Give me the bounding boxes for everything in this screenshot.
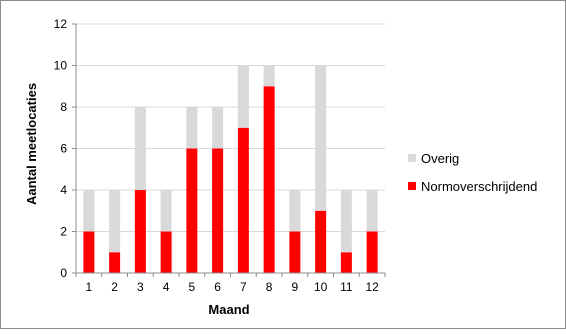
x-tick-label: 3 <box>137 280 144 294</box>
x-tick-label: 12 <box>365 280 379 294</box>
legend-swatch <box>408 182 416 190</box>
bar-segment-overig <box>83 190 95 232</box>
y-tick-label: 12 <box>54 17 68 31</box>
y-axis-title: Aantal meetlocaties <box>24 83 39 205</box>
y-tick-label: 6 <box>60 142 67 156</box>
bar-segment-normoverschrijdend <box>315 210 327 273</box>
y-tick-labels: 0 2 4 6 8 10 12 <box>54 17 68 280</box>
bars <box>83 65 378 273</box>
bar-segment-overig <box>237 65 249 128</box>
bar-segment-overig <box>366 190 378 232</box>
y-tick-label: 4 <box>60 183 67 197</box>
legend-label: Overig <box>421 151 459 166</box>
x-tick-label: 4 <box>163 280 170 294</box>
axes <box>72 23 386 277</box>
legend-label: Normoverschrijdend <box>421 179 537 194</box>
bar-segment-overig <box>263 65 275 87</box>
x-tick-label: 9 <box>292 280 299 294</box>
bar-segment-normoverschrijdend <box>109 252 121 273</box>
bar-segment-normoverschrijdend <box>83 231 95 273</box>
y-tick-label: 10 <box>54 59 68 73</box>
bar-segment-normoverschrijdend <box>134 190 146 273</box>
x-tick-label: 5 <box>189 280 196 294</box>
bar-segment-overig <box>340 190 352 253</box>
gridlines <box>76 23 385 232</box>
bar-segment-normoverschrijdend <box>186 148 198 273</box>
x-tick-label: 11 <box>340 280 353 294</box>
x-tick-label: 6 <box>214 280 221 294</box>
bar-segment-overig <box>134 107 146 190</box>
x-axis-title: Maand <box>208 302 249 317</box>
bar-segment-normoverschrijdend <box>366 231 378 273</box>
bar-segment-normoverschrijdend <box>340 252 352 273</box>
bar-segment-normoverschrijdend <box>289 231 301 273</box>
y-tick-label: 2 <box>60 225 67 239</box>
legend: Overig Normoverschrijdend <box>408 151 537 194</box>
x-tick-label: 10 <box>314 280 328 294</box>
bar-segment-normoverschrijdend <box>212 148 224 273</box>
y-tick-label: 0 <box>60 266 67 280</box>
bar-segment-overig <box>160 190 172 232</box>
y-tick-label: 8 <box>60 100 67 114</box>
bar-segment-overig <box>109 190 121 253</box>
x-tick-label: 2 <box>111 280 118 294</box>
bar-segment-overig <box>186 107 198 149</box>
bar-segment-overig <box>289 190 301 232</box>
bar-segment-overig <box>212 107 224 149</box>
x-tick-labels: 1 2 3 4 5 6 7 8 9 10 11 12 <box>86 280 380 294</box>
x-tick-label: 7 <box>240 280 247 294</box>
legend-swatch <box>408 154 416 162</box>
x-tick-label: 8 <box>266 280 273 294</box>
bar-segment-normoverschrijdend <box>263 86 275 273</box>
bar-segment-overig <box>315 65 327 211</box>
x-tick-label: 1 <box>86 280 93 294</box>
bar-segment-normoverschrijdend <box>160 231 172 273</box>
bar-segment-normoverschrijdend <box>237 127 249 273</box>
